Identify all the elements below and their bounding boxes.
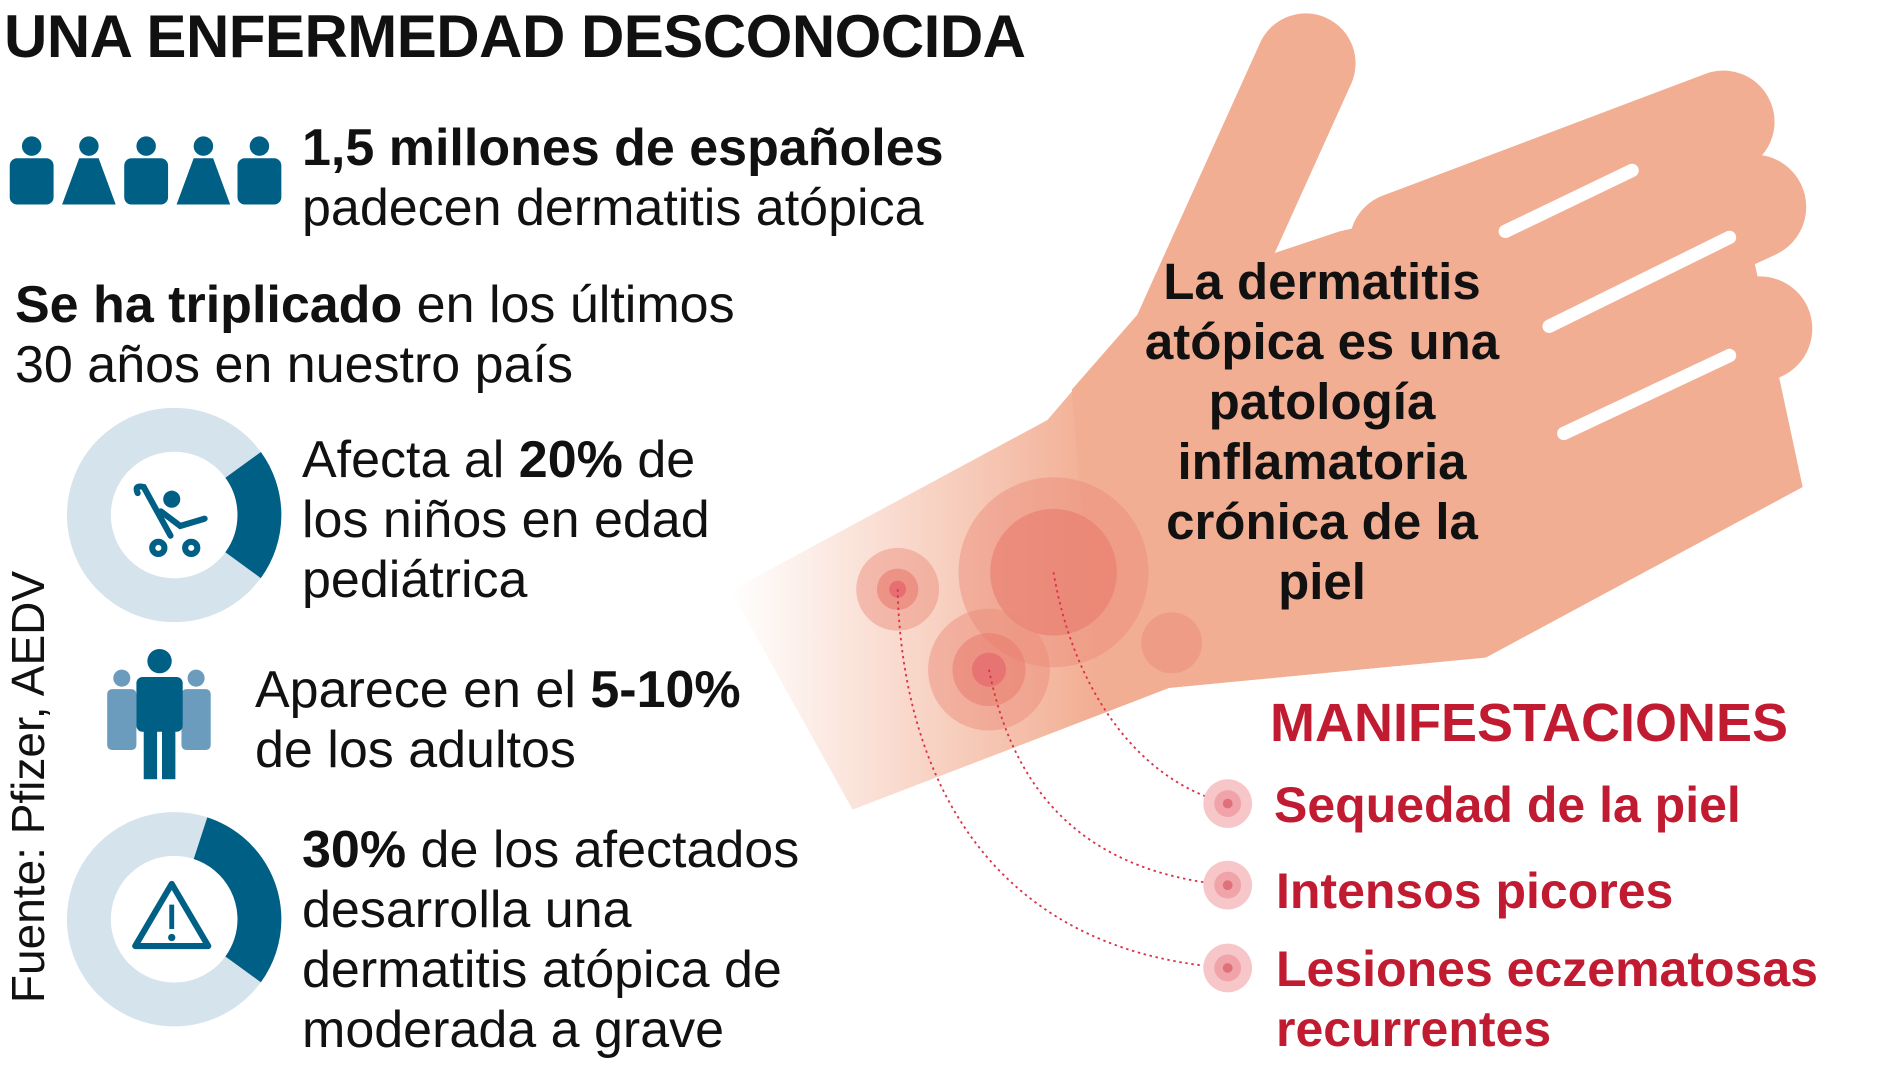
hand-text-line: crónica de la	[1166, 493, 1478, 550]
children-pre: Afecta al	[302, 431, 519, 489]
manifestation-item: Lesiones eczematosas	[1276, 941, 1818, 997]
children-post: de	[622, 431, 696, 489]
severe-donut	[66, 812, 282, 1027]
adults-icon	[107, 648, 211, 780]
children-line3: pediátrica	[302, 551, 528, 609]
growth-line2: 30 años en nuestro país	[15, 336, 573, 394]
donut-value-arc	[66, 812, 282, 1027]
manifestations-title: MANIFESTACIONES	[1270, 693, 1789, 753]
adults-percent: 5-10%	[590, 661, 741, 719]
hand-description: La dermatitis atópica es una patología i…	[1100, 252, 1544, 612]
children-line2: los niños en edad	[302, 491, 710, 549]
severe-line4: moderada a grave	[302, 1001, 725, 1059]
people-icon	[9, 136, 282, 205]
severe-percent: 30%	[302, 821, 407, 879]
severe-rest: de los afectados	[406, 821, 800, 879]
children-donut	[66, 407, 282, 623]
stat-children: Afecta al 20% de los niños en edad pediá…	[302, 430, 710, 610]
hand-text-line: atópica es una	[1144, 313, 1500, 370]
manifestation-dots	[1203, 779, 1253, 993]
hand-text-line: piel	[1278, 553, 1366, 610]
stat-growth: Se ha triplicado en los últimos 30 años …	[15, 275, 735, 395]
manifestation-item: Sequedad de la piel	[1274, 777, 1741, 833]
severe-line3: dermatitis atópica de	[302, 941, 782, 999]
stroller-icon	[133, 483, 208, 558]
stat-population: 1,5 millones de españoles padecen dermat…	[302, 118, 944, 238]
stat-severe: 30% de los afectados desarrolla una derm…	[302, 820, 799, 1060]
source-credit: Fuente: Pfizer, AEDV	[2, 570, 54, 1004]
manifestation-item: Intensos picores	[1276, 863, 1674, 919]
growth-rest: en los últimos	[402, 276, 735, 334]
adults-line2: de los adultos	[255, 721, 576, 779]
growth-bold: Se ha triplicado	[15, 276, 403, 334]
adults-pre: Aparece en el	[255, 661, 591, 719]
lesion-spots	[856, 477, 1203, 731]
connector-lines	[896, 572, 1228, 969]
page-title: UNA ENFERMEDAD DESCONOCIDA	[4, 3, 1026, 70]
manifestation-item: recurrentes	[1276, 1001, 1552, 1057]
donut-value-arc	[66, 407, 282, 623]
population-line2: padecen dermatitis atópica	[302, 179, 924, 237]
population-line1: 1,5 millones de españoles	[302, 119, 944, 177]
warning-icon	[132, 880, 212, 950]
children-percent: 20%	[518, 431, 623, 489]
severe-line2: desarrolla una	[302, 881, 632, 939]
hand-text-line: inflamatoria	[1177, 433, 1467, 490]
stat-adults: Aparece en el 5-10% de los adultos	[255, 660, 741, 780]
hand-text-line: La dermatitis	[1163, 253, 1481, 310]
hand-text-line: patología	[1208, 373, 1436, 430]
